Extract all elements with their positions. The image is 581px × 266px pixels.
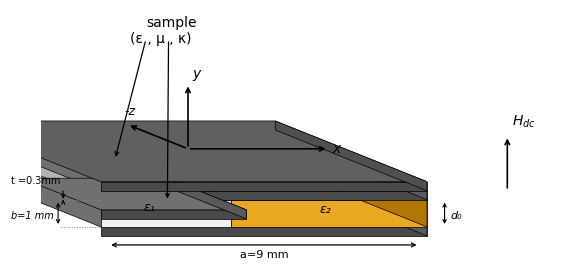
Text: sample: sample — [146, 16, 196, 30]
Polygon shape — [101, 182, 427, 191]
Polygon shape — [0, 121, 427, 182]
Text: ε₁: ε₁ — [144, 201, 156, 214]
Polygon shape — [0, 130, 427, 191]
Polygon shape — [22, 178, 246, 210]
Polygon shape — [101, 191, 427, 200]
Polygon shape — [101, 200, 231, 227]
Polygon shape — [167, 178, 246, 219]
Polygon shape — [101, 227, 427, 236]
Polygon shape — [275, 130, 427, 200]
Text: -z: -z — [125, 106, 136, 118]
Polygon shape — [80, 139, 427, 200]
Polygon shape — [275, 121, 427, 191]
Polygon shape — [0, 139, 231, 200]
Polygon shape — [101, 210, 246, 219]
Text: d₀: d₀ — [451, 211, 462, 221]
Text: ε₂: ε₂ — [320, 203, 332, 217]
Polygon shape — [0, 166, 427, 227]
Text: $H_{dc}$: $H_{dc}$ — [512, 114, 536, 131]
Polygon shape — [275, 166, 427, 236]
Text: a=9 mm: a=9 mm — [239, 250, 288, 260]
Polygon shape — [275, 139, 427, 227]
Text: x: x — [332, 142, 341, 156]
Text: t =0.3mm: t =0.3mm — [11, 176, 60, 186]
Text: (ε , μ , κ): (ε , μ , κ) — [130, 32, 192, 46]
Text: y: y — [192, 67, 200, 81]
Text: b=1 mm: b=1 mm — [12, 211, 54, 221]
Polygon shape — [231, 200, 427, 227]
